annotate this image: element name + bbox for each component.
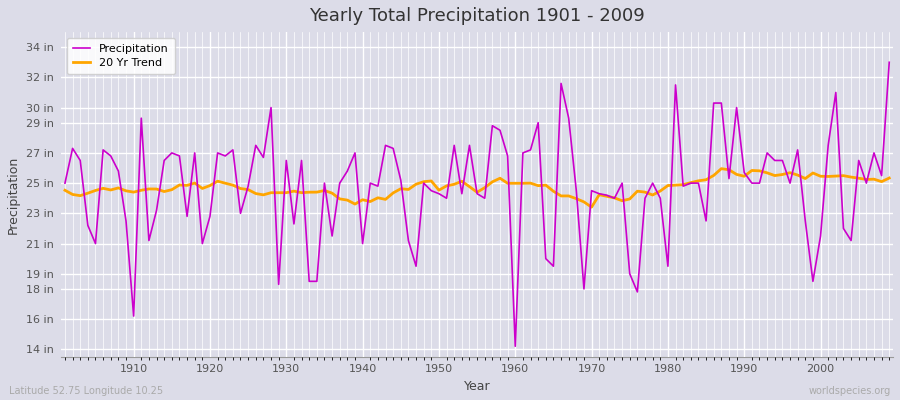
- Line: Precipitation: Precipitation: [65, 62, 889, 346]
- 20 Yr Trend: [510, 181, 521, 186]
- Precipitation: [510, 344, 521, 349]
- 20 Yr Trend: [586, 205, 597, 210]
- Text: worldspecies.org: worldspecies.org: [809, 386, 891, 396]
- Legend: Precipitation, 20 Yr Trend: Precipitation, 20 Yr Trend: [67, 38, 176, 74]
- Precipitation: [518, 150, 528, 155]
- Precipitation: [59, 181, 70, 186]
- Precipitation: [502, 154, 513, 158]
- 20 Yr Trend: [334, 196, 345, 201]
- Text: Latitude 52.75 Longitude 10.25: Latitude 52.75 Longitude 10.25: [9, 386, 163, 396]
- Title: Yearly Total Precipitation 1901 - 2009: Yearly Total Precipitation 1901 - 2009: [310, 7, 645, 25]
- Y-axis label: Precipitation: Precipitation: [7, 155, 20, 234]
- X-axis label: Year: Year: [464, 380, 490, 393]
- Line: 20 Yr Trend: 20 Yr Trend: [65, 169, 889, 207]
- Precipitation: [334, 181, 345, 186]
- 20 Yr Trend: [502, 181, 513, 186]
- 20 Yr Trend: [289, 189, 300, 194]
- 20 Yr Trend: [59, 188, 70, 193]
- 20 Yr Trend: [121, 188, 131, 193]
- Precipitation: [609, 196, 620, 201]
- 20 Yr Trend: [884, 176, 895, 180]
- Precipitation: [289, 222, 300, 226]
- Precipitation: [121, 218, 131, 223]
- 20 Yr Trend: [716, 166, 726, 171]
- 20 Yr Trend: [609, 196, 620, 200]
- Precipitation: [884, 60, 895, 65]
